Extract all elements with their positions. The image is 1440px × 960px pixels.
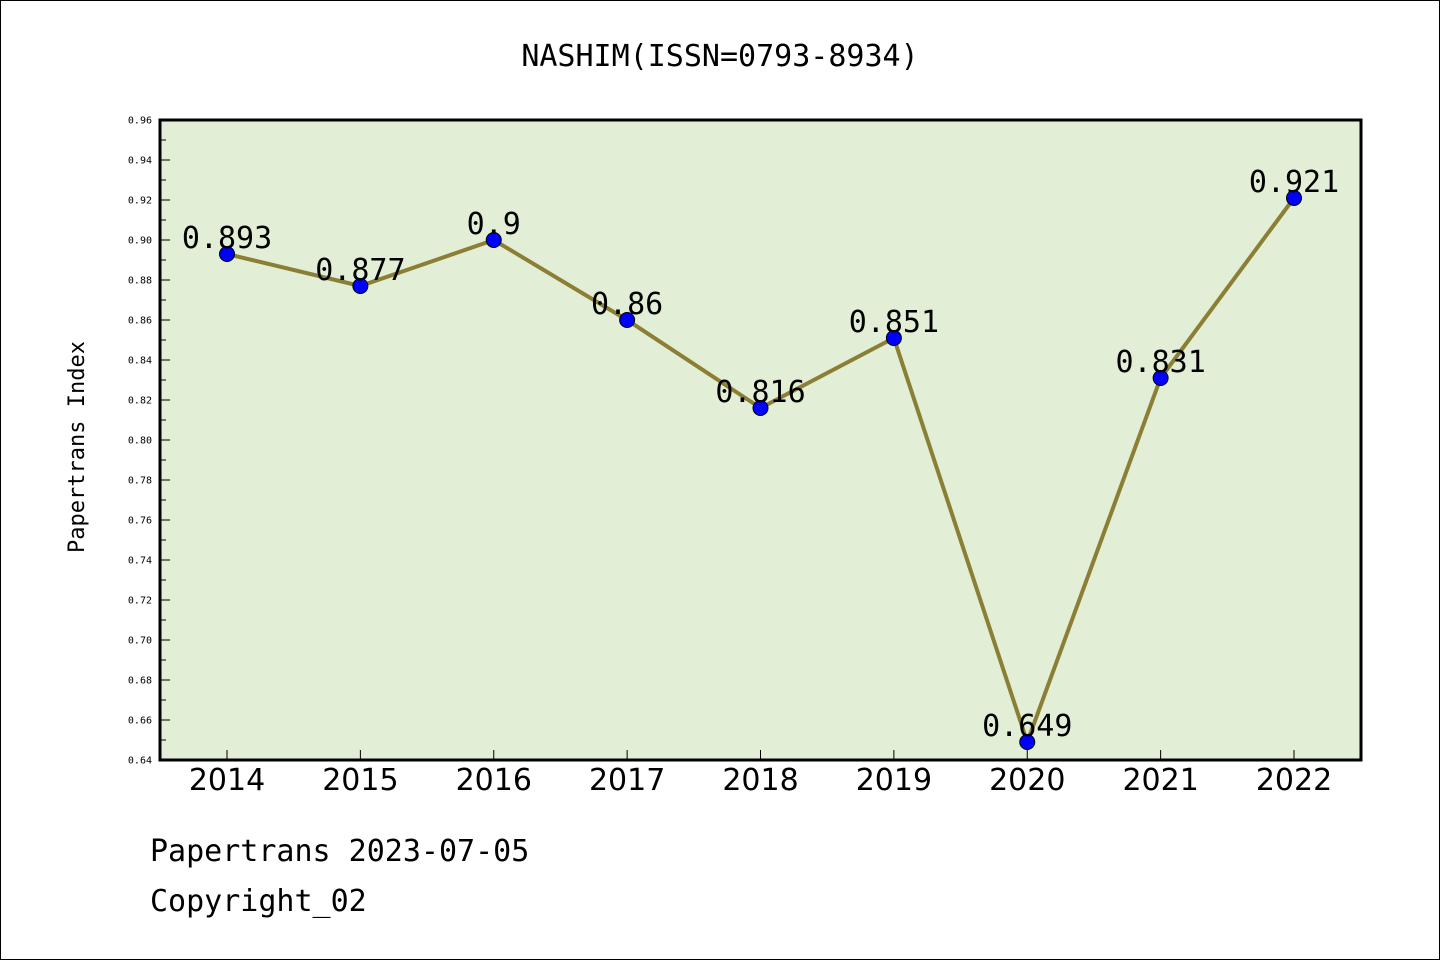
data-label: 0.9 <box>467 207 521 242</box>
y-tick-label: 0.66 <box>128 716 152 727</box>
footer-date: Papertrans 2023-07-05 <box>150 834 530 869</box>
data-point <box>752 400 769 416</box>
y-tick-label: 0.72 <box>128 596 152 607</box>
data-point <box>352 278 369 294</box>
data-label: 0.86 <box>591 287 663 322</box>
y-tick-label: 0.80 <box>128 436 152 447</box>
data-point <box>485 232 502 248</box>
data-label: 0.649 <box>982 709 1072 744</box>
data-point <box>619 312 636 328</box>
chart-title: NASHIM(ISSN=0793-8934) <box>521 39 918 74</box>
y-tick-label: 0.68 <box>128 676 152 687</box>
data-label: 0.893 <box>182 221 272 256</box>
y-tick-label: 0.96 <box>128 116 152 127</box>
y-tick-label: 0.94 <box>128 156 152 167</box>
x-tick-label: 2018 <box>722 763 798 798</box>
data-point <box>219 246 235 262</box>
y-tick-label: 0.64 <box>128 756 152 767</box>
x-tick-label: 2022 <box>1256 763 1332 798</box>
y-tick-label: 0.88 <box>128 276 152 287</box>
x-tick-label: 2016 <box>456 763 532 798</box>
y-axis-label: Papertrans Index <box>65 341 90 553</box>
data-points <box>219 190 1302 750</box>
y-tick-label: 0.92 <box>128 196 152 207</box>
data-point <box>1019 734 1036 750</box>
data-label: 0.921 <box>1249 165 1339 200</box>
y-tick-label: 0.74 <box>128 556 152 567</box>
x-axis: 2014 2015 2016 2017 2018 2019 2020 2021 2022 <box>189 750 1332 798</box>
y-tick-label: 0.84 <box>128 356 152 367</box>
y-tick-label: 0.76 <box>128 516 152 527</box>
data-point <box>885 330 902 346</box>
data-label: 0.851 <box>849 305 939 340</box>
x-tick-label: 2020 <box>989 763 1065 798</box>
y-tick-label: 0.86 <box>128 316 152 327</box>
x-tick-label: 2014 <box>189 763 265 798</box>
plot-area <box>160 120 1361 760</box>
x-tick-label: 2021 <box>1122 763 1198 798</box>
x-tick-label: 2015 <box>322 763 398 798</box>
y-tick-label: 0.70 <box>128 636 152 647</box>
y-tick-label: 0.78 <box>128 476 152 487</box>
footer-copyright: Copyright_02 <box>150 884 367 919</box>
data-labels: 0.893 0.877 0.9 0.86 0.816 0.851 0.649 0.831 0.9… <box>182 165 1339 744</box>
data-label: 0.877 <box>315 253 405 288</box>
y-tick-label: 0.82 <box>128 396 152 407</box>
y-axis: 0.64 0.66 0.68 0.70 0.72 0.74 0.76 0.78 0.80 0.82… <box>128 116 170 767</box>
x-tick-label: 2019 <box>856 763 932 798</box>
data-point <box>1286 190 1302 206</box>
data-label: 0.831 <box>1115 345 1205 380</box>
data-point <box>1152 370 1169 386</box>
data-label: 0.816 <box>715 375 805 410</box>
plot-border <box>158 118 1363 762</box>
x-tick-label: 2017 <box>589 763 665 798</box>
y-tick-label: 0.90 <box>128 236 152 247</box>
